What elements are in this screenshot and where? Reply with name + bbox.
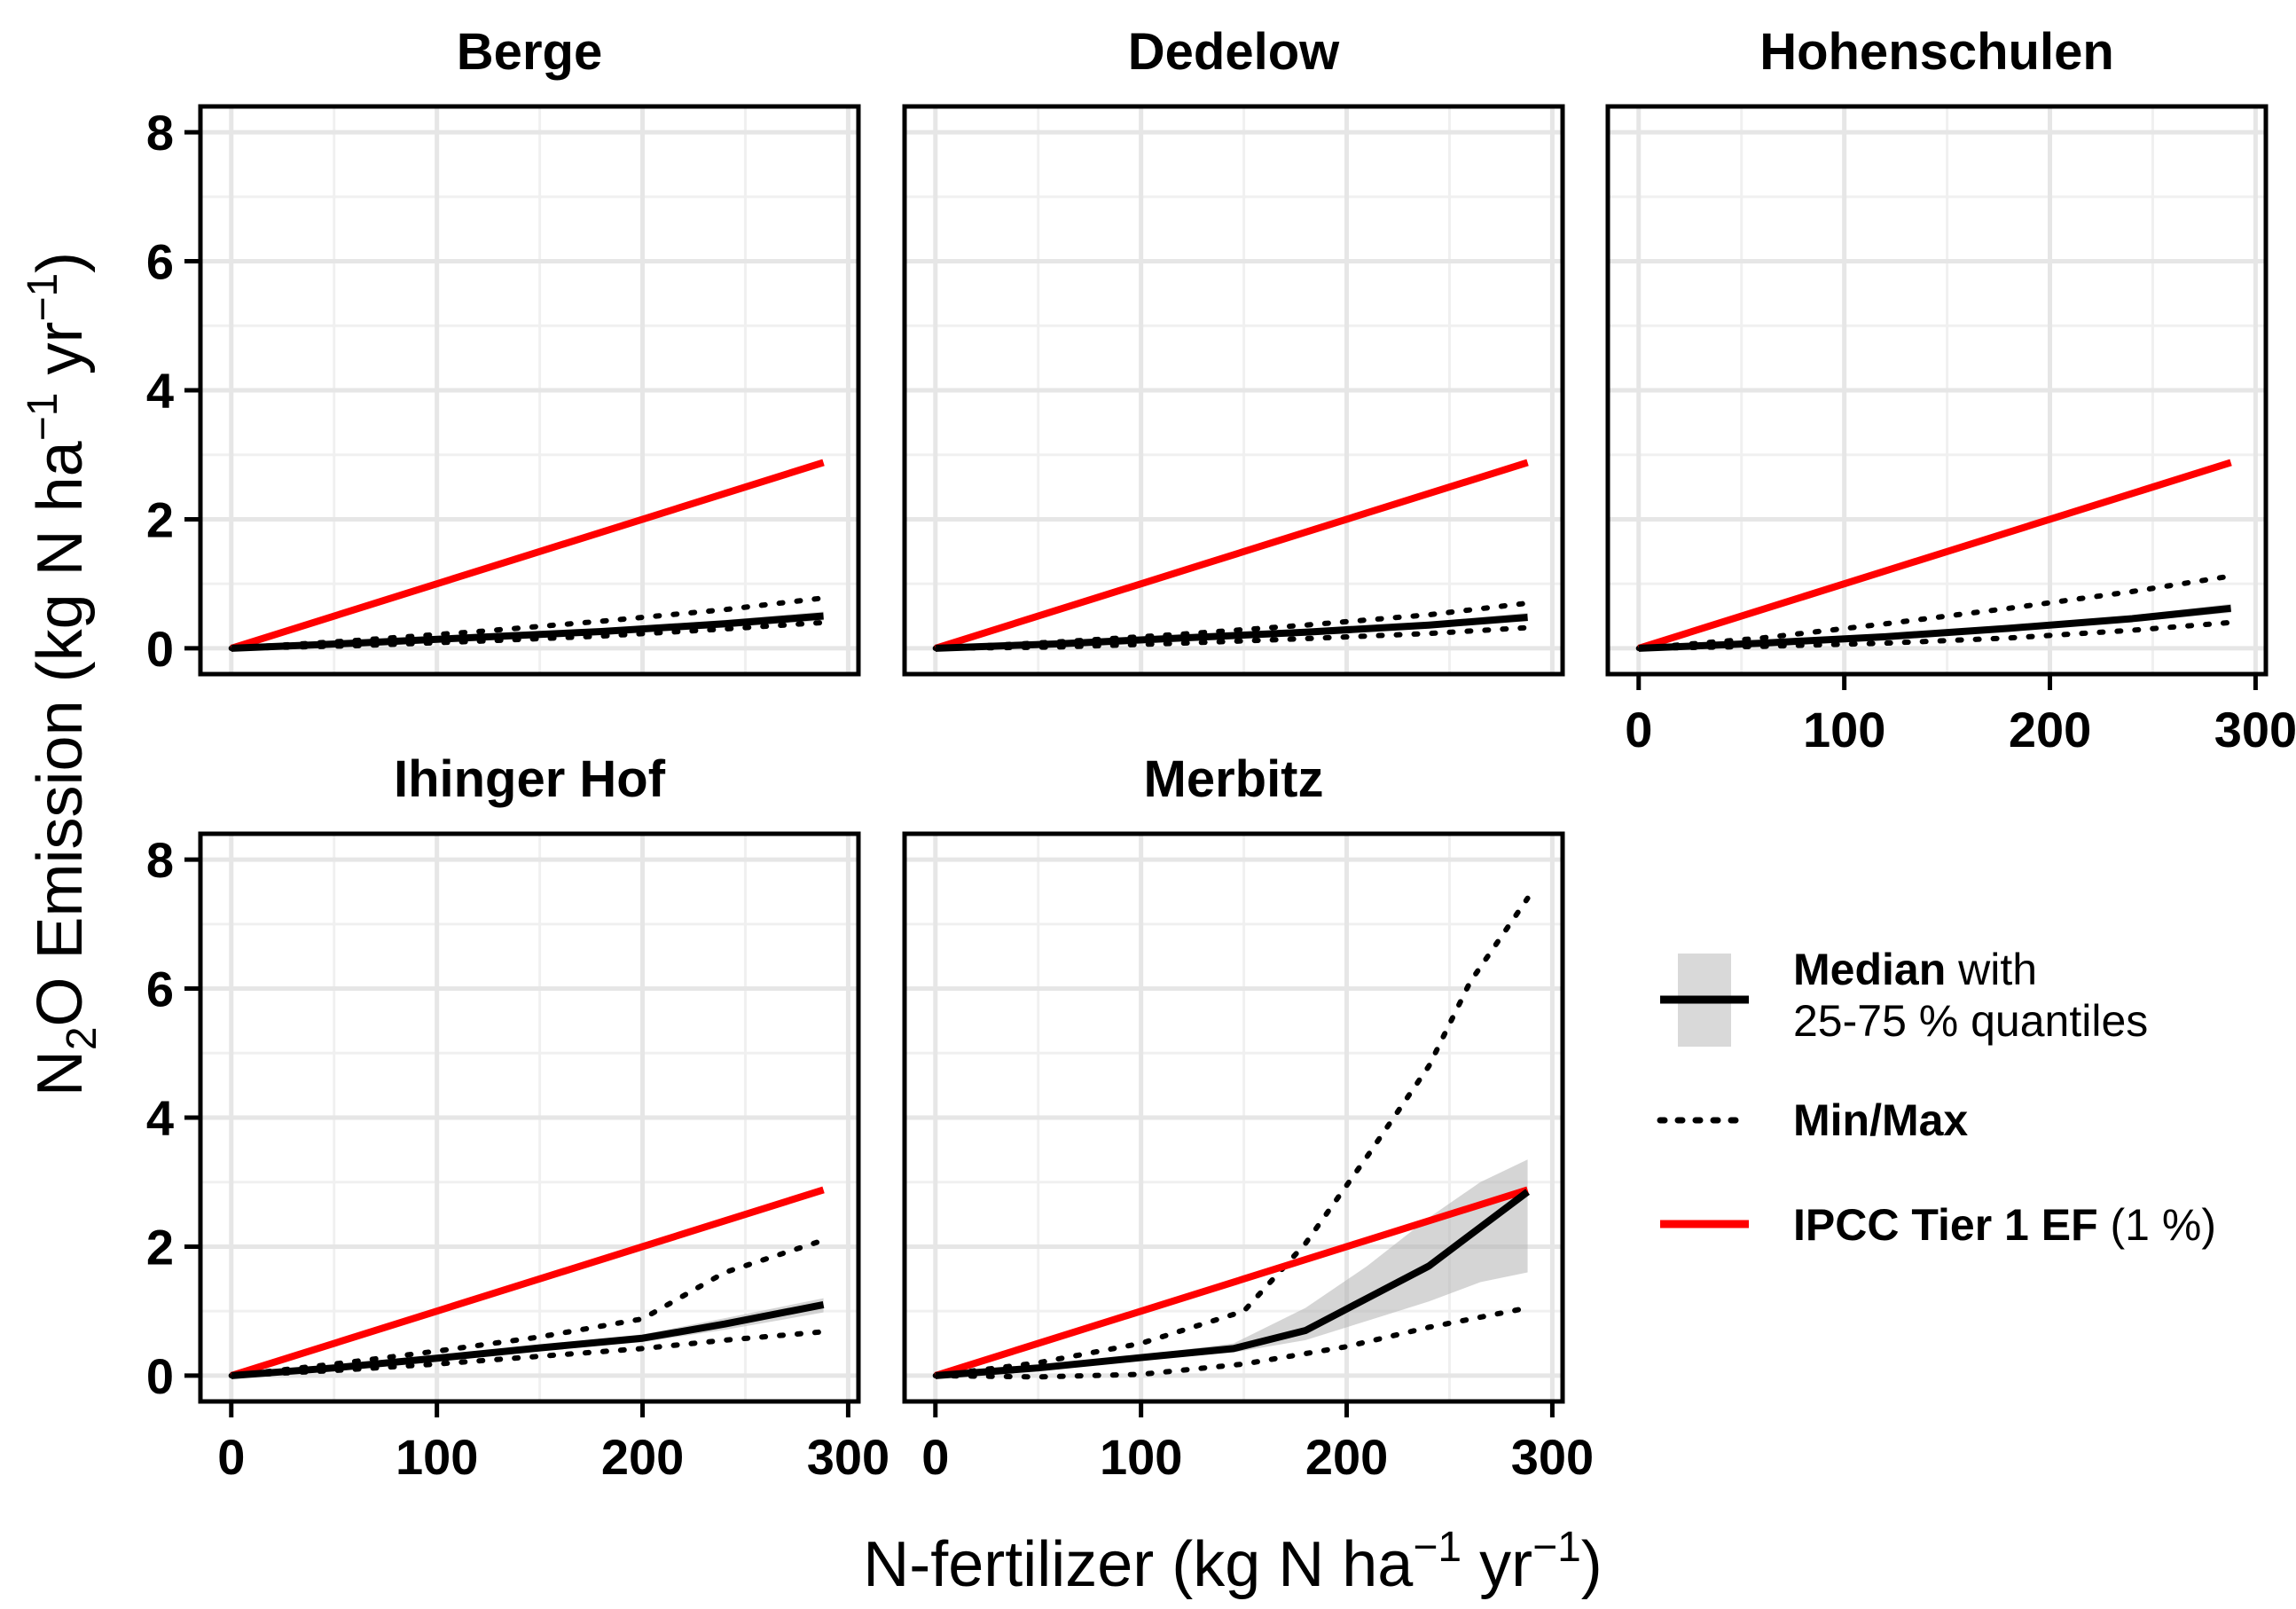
panel-berge: Berge 0 2 4 6 8 — [146, 23, 861, 677]
max-line — [228, 1237, 827, 1378]
median-line — [935, 1189, 1530, 1379]
legend-ipcc-label: IPCC Tier 1 EF (1 %) — [1793, 1200, 2216, 1250]
x-tick-label: 100 — [1100, 1429, 1182, 1485]
median-line — [231, 612, 824, 652]
min-line — [228, 1329, 827, 1378]
panel-border — [902, 831, 1565, 1404]
legend-median-label-line2: 25-75 % quantiles — [1793, 996, 2148, 1046]
quantile-band — [935, 1159, 1528, 1376]
x-tick-label: 200 — [1305, 1429, 1388, 1485]
ipcc-line — [1637, 459, 2232, 652]
legend: Median with 25-75 % quantiles Min/Max IP… — [1657, 945, 2216, 1250]
y-tick-label: 4 — [146, 363, 174, 419]
y-tick-label: 8 — [146, 832, 174, 888]
ipcc-line — [230, 1186, 825, 1379]
min-line — [932, 1305, 1531, 1380]
y-tick-label: 0 — [146, 621, 174, 677]
x-tick-label: 100 — [1803, 702, 1885, 757]
panel-ihinger-hof: Ihinger Hof 0 2 4 6 8 0 100 200 300 — [146, 750, 889, 1485]
y-tick-label: 2 — [146, 1219, 174, 1275]
x-axis-title: N-fertilizer (kg N ha−1 yr−1) — [863, 1524, 1602, 1600]
panel-title: Dedelow — [1128, 23, 1340, 81]
y-tick-label: 4 — [146, 1090, 174, 1146]
y-axis-title: N2O Emission (kg N ha−1 yr−1) — [20, 252, 106, 1096]
y-tick-label: 6 — [146, 234, 174, 290]
x-tick-label: 0 — [217, 1429, 245, 1485]
max-line — [1635, 573, 2234, 651]
x-tick-label: 0 — [1625, 702, 1652, 757]
panel-title: Berge — [457, 23, 602, 81]
x-tick-label: 300 — [1511, 1429, 1594, 1485]
panel-title: Ihinger Hof — [394, 750, 666, 808]
median-line — [935, 614, 1528, 652]
ipcc-line — [934, 1186, 1529, 1379]
median-line — [231, 1300, 825, 1379]
panel-title: Merbitz — [1144, 750, 1324, 808]
legend-minmax-label: Min/Max — [1793, 1095, 1968, 1145]
max-line — [932, 895, 1531, 1378]
ipcc-line — [230, 459, 825, 652]
y-tick-label: 0 — [146, 1348, 174, 1404]
median-line — [1638, 604, 2231, 652]
panel-border — [902, 104, 1565, 677]
x-tick-label: 300 — [2214, 702, 2296, 757]
panel-border — [1605, 104, 2269, 677]
x-tick-label: 200 — [601, 1429, 684, 1485]
ipcc-line — [934, 459, 1529, 652]
legend-median-label: Median with — [1793, 945, 2037, 994]
x-tick-label: 100 — [396, 1429, 478, 1485]
y-tick-label: 6 — [146, 961, 174, 1017]
y-tick-label: 8 — [146, 105, 174, 161]
panel-merbitz: Merbitz 0 100 200 300 — [902, 750, 1594, 1485]
panel-title: Hohenschulen — [1759, 23, 2114, 81]
x-tick-label: 200 — [2009, 702, 2091, 757]
x-tick-label: 300 — [807, 1429, 889, 1485]
panel-hohenschulen: Hohenschulen 0 100 200 300 — [1605, 23, 2296, 757]
panel-dedelow: Dedelow — [902, 23, 1565, 677]
y-tick-label: 2 — [146, 491, 174, 547]
x-tick-label: 0 — [921, 1429, 949, 1485]
